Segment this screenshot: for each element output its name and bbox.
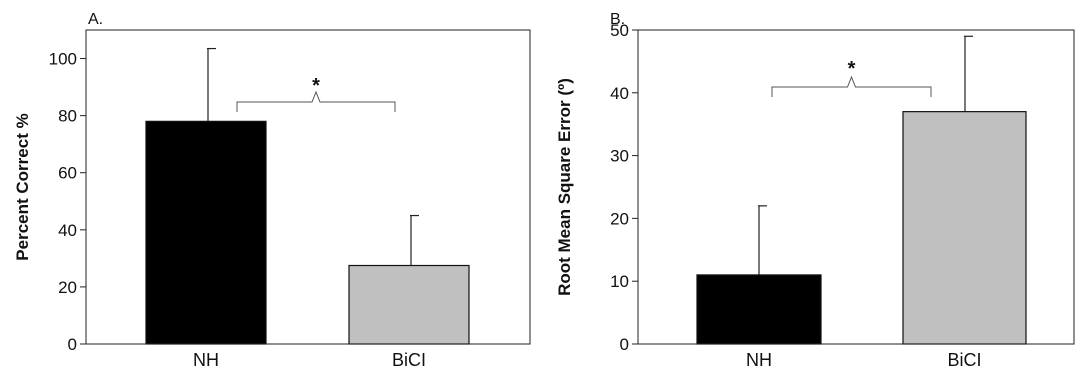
panel-b-x-tick-label: NH — [746, 350, 772, 370]
panel-b-x-tick-label: BiCI — [947, 350, 981, 370]
panel-a-plot-frame — [85, 29, 531, 345]
panel-b: B. Root Mean Square Error (º) 0 10 20 30 40 5… — [555, 11, 1075, 370]
panel-a-y-tick-label: 40 — [58, 221, 77, 240]
panel-a-y-tick-label: 0 — [68, 335, 77, 354]
panel-a-y-tick-label: 80 — [58, 107, 77, 126]
panel-b-y-tick-label: 0 — [620, 335, 629, 354]
panel-b-y-ticks: 0 10 20 30 40 50 — [610, 21, 638, 354]
panel-b-y-tick-label: 30 — [610, 147, 629, 166]
panel-b-y-tick-label: 40 — [610, 84, 629, 103]
panel-a: A. Percent Correct % 0 20 40 60 80 100 NH BiCI… — [13, 11, 531, 370]
panel-b-y-tick-label: 20 — [610, 209, 629, 228]
panel-b-significance-star: * — [848, 58, 856, 80]
panel-a-y-tick-label: 60 — [58, 164, 77, 183]
panel-a-y-ticks: 0 20 40 60 80 100 — [49, 50, 86, 354]
panel-b-label: B. — [610, 11, 625, 28]
panel-b-bars — [696, 35, 1027, 345]
panel-a-bar-bici — [348, 264, 470, 345]
panel-a-x-tick-label: BiCI — [392, 350, 426, 370]
panel-b-x-tick-labels: NH BiCI — [746, 350, 982, 370]
panel-b-bar-nh — [696, 274, 822, 345]
panel-b-y-tick-label: 50 — [610, 21, 629, 40]
panel-b-bar-bici — [902, 111, 1027, 345]
panel-a-bracket-line — [236, 90, 396, 112]
panel-a-bar-nh — [145, 120, 267, 345]
panel-b-plot-frame — [637, 29, 1075, 345]
panel-a-x-tick-label: NH — [193, 350, 219, 370]
panel-b-y-tick-label: 10 — [610, 272, 629, 291]
panel-a-y-tick-label: 20 — [58, 278, 77, 297]
panel-b-y-axis-label: Root Mean Square Error (º) — [555, 78, 574, 296]
panel-b-significance-bracket — [771, 75, 932, 97]
panel-b-bracket-line — [771, 75, 932, 97]
panel-a-label: A. — [88, 11, 103, 28]
panel-a-y-axis-label: Percent Correct % — [13, 113, 32, 260]
panel-a-bars — [145, 47, 470, 345]
panel-a-x-tick-labels: NH BiCI — [193, 350, 426, 370]
panel-a-significance-star: * — [312, 75, 320, 97]
panel-a-y-tick-label: 100 — [49, 50, 77, 69]
panel-a-significance-bracket — [236, 90, 396, 112]
